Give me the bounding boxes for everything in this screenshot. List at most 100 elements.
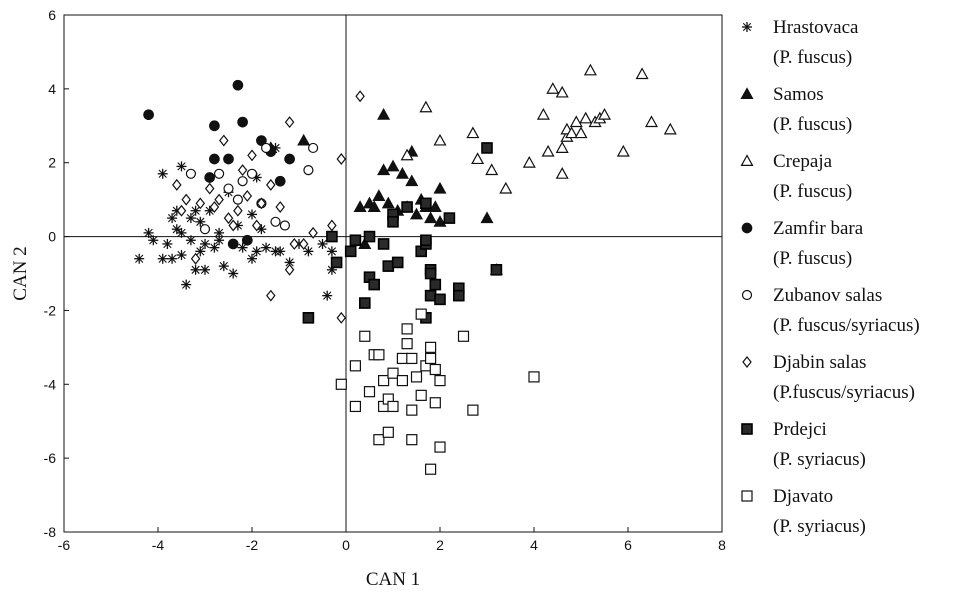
data-point bbox=[143, 227, 154, 238]
legend-species-label: (P. fuscus) bbox=[773, 181, 853, 202]
data-point bbox=[583, 63, 597, 76]
data-point bbox=[228, 268, 239, 279]
data-point bbox=[452, 289, 465, 302]
data-point bbox=[266, 289, 276, 302]
data-point bbox=[228, 219, 238, 232]
data-point bbox=[616, 144, 630, 157]
data-point bbox=[219, 134, 229, 147]
data-point bbox=[377, 238, 390, 250]
legend-species-label: (P.fuscus/syriacus) bbox=[773, 382, 915, 403]
data-point bbox=[298, 237, 309, 250]
data-point bbox=[409, 207, 424, 220]
data-point bbox=[246, 168, 258, 179]
data-point bbox=[410, 371, 423, 383]
data-point bbox=[308, 142, 319, 154]
data-point bbox=[247, 149, 257, 162]
data-point bbox=[284, 153, 295, 165]
data-point bbox=[181, 279, 192, 290]
y-tick-label: 2 bbox=[48, 155, 56, 171]
data-point bbox=[429, 278, 442, 291]
data-point bbox=[172, 178, 182, 191]
data-point bbox=[195, 197, 206, 210]
data-point bbox=[247, 253, 257, 264]
y-tick-label: -4 bbox=[44, 376, 57, 392]
y-tick-label: 6 bbox=[48, 7, 56, 23]
data-point bbox=[256, 135, 267, 146]
data-point bbox=[200, 264, 210, 275]
legend-label: Crepaja bbox=[773, 151, 833, 172]
data-point bbox=[597, 107, 612, 120]
data-point bbox=[232, 194, 243, 205]
x-tick-label: 8 bbox=[718, 537, 726, 553]
data-point bbox=[185, 235, 196, 246]
data-point bbox=[574, 126, 588, 139]
data-point bbox=[349, 234, 362, 247]
data-point bbox=[443, 212, 456, 224]
series-zamfir-bara bbox=[143, 79, 295, 250]
legend-label: Prdejci bbox=[773, 419, 827, 440]
data-point bbox=[204, 172, 216, 183]
x-tick-label: 6 bbox=[624, 537, 632, 553]
data-point bbox=[467, 404, 479, 416]
data-point bbox=[419, 100, 433, 113]
data-point bbox=[401, 323, 413, 335]
legend-marker bbox=[741, 222, 753, 234]
legend-marker-icon bbox=[741, 423, 753, 435]
legend-item: Zubanov salas (P. fuscus/syriacus) bbox=[738, 282, 974, 349]
legend-item: Zamfir bara (P. fuscus) bbox=[738, 215, 974, 282]
data-point bbox=[377, 107, 391, 120]
legend-item: Crepaja (P. fuscus) bbox=[738, 148, 974, 215]
legend-species-label: (P. fuscus) bbox=[773, 47, 853, 68]
data-point bbox=[157, 253, 168, 264]
data-point bbox=[396, 352, 408, 365]
data-point bbox=[209, 120, 220, 132]
data-point bbox=[424, 289, 437, 302]
data-point bbox=[377, 163, 391, 176]
data-point bbox=[490, 264, 503, 276]
legend-label: Djabin salas bbox=[773, 352, 867, 373]
data-point bbox=[367, 200, 381, 213]
legend-marker bbox=[742, 22, 752, 32]
data-point bbox=[373, 434, 385, 446]
data-point bbox=[434, 374, 446, 387]
data-point bbox=[143, 109, 154, 121]
data-point bbox=[176, 161, 187, 172]
data-point bbox=[481, 142, 493, 154]
series-prdejci bbox=[302, 142, 503, 324]
data-point bbox=[401, 338, 413, 350]
y-tick-label: -2 bbox=[44, 302, 57, 318]
x-tick-label: 0 bbox=[342, 537, 350, 553]
data-point bbox=[190, 252, 201, 265]
data-point bbox=[303, 165, 314, 176]
data-point bbox=[522, 155, 536, 168]
data-point bbox=[485, 163, 499, 176]
data-point bbox=[214, 193, 224, 206]
y-tick-label: 4 bbox=[48, 81, 56, 97]
data-point bbox=[644, 115, 659, 128]
legend-species-label: (P. syriacus) bbox=[773, 516, 866, 537]
x-axis-title: CAN 1 bbox=[366, 569, 420, 590]
legend-marker bbox=[740, 154, 754, 166]
data-point bbox=[289, 237, 300, 250]
data-point bbox=[237, 116, 248, 128]
data-point bbox=[241, 234, 253, 246]
data-point bbox=[466, 126, 480, 139]
data-point bbox=[218, 261, 229, 272]
legend-label: Samos bbox=[773, 84, 824, 105]
data-point bbox=[195, 216, 206, 227]
data-point bbox=[353, 200, 367, 213]
data-point bbox=[284, 116, 295, 129]
data-point bbox=[261, 242, 272, 253]
data-point bbox=[420, 197, 432, 210]
legend-label: Hrastovaca bbox=[773, 17, 859, 38]
data-point bbox=[415, 308, 427, 320]
data-point bbox=[302, 312, 315, 324]
data-point bbox=[237, 164, 248, 177]
legend-marker bbox=[740, 87, 754, 99]
data-point bbox=[204, 182, 215, 195]
legend-label: Zubanov salas bbox=[773, 285, 883, 306]
data-point bbox=[176, 204, 187, 217]
data-point bbox=[565, 126, 579, 139]
